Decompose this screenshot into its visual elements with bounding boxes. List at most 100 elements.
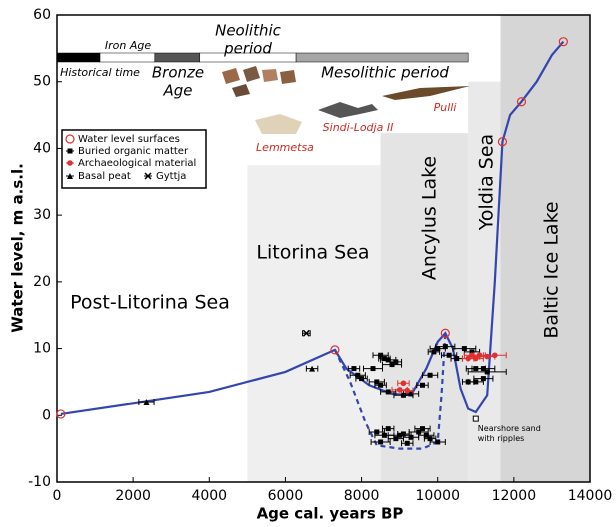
x-tick-label: 12000 (492, 488, 537, 504)
x-tick-label: 10000 (415, 488, 460, 504)
x-tick-label: 4000 (191, 488, 227, 504)
point (408, 391, 414, 397)
zone-label: Baltic Ice Lake (541, 201, 563, 338)
point (516, 97, 527, 107)
artifact-images (222, 66, 470, 134)
period-label: Mesolithic period (321, 64, 449, 82)
point (416, 429, 422, 435)
zone-label: Ancylus Lake (419, 156, 441, 280)
point (454, 356, 460, 362)
point (431, 349, 437, 355)
y-axis-title: Water level, m a.s.l. (9, 163, 27, 333)
point (484, 353, 491, 360)
period-label: Bronze (152, 64, 204, 82)
point (440, 328, 450, 338)
point (465, 379, 471, 385)
y-tick-label: 20 (33, 274, 51, 290)
period-label: Iron Age (105, 39, 151, 52)
point (469, 349, 475, 355)
y-tick-label: -10 (28, 474, 51, 490)
artifact-label: Sindi-Lodja II (323, 121, 394, 134)
zone-label: Litorina Sea (256, 242, 369, 264)
point (397, 432, 403, 438)
point (427, 372, 433, 378)
artifact-label: Pulli (434, 101, 457, 114)
timeline-segment (295, 52, 469, 63)
x-axis-title: Age cal. years BP (257, 505, 404, 523)
point (473, 379, 479, 385)
legend-marker (144, 172, 152, 180)
period-label: Age (162, 82, 192, 100)
point (404, 440, 410, 446)
x-tick-label: 0 (53, 488, 62, 504)
point (435, 346, 441, 352)
legend-box (61, 129, 207, 189)
timeline-segment (56, 52, 101, 63)
point (423, 432, 429, 438)
legend-label: Gyttja (156, 171, 186, 182)
point (408, 434, 414, 440)
period-label: period (223, 40, 272, 58)
zone-band (500, 15, 590, 482)
legend-marker (67, 160, 73, 166)
plot-frame (56, 14, 591, 483)
water-level-curve (333, 333, 447, 450)
point (480, 376, 486, 382)
period-label: Neolithic (215, 22, 282, 40)
point (381, 356, 387, 362)
zone-band (57, 415, 248, 482)
x-tick-label: 6000 (268, 488, 304, 504)
legend-label: Buried organic matter (78, 146, 189, 157)
legend-marker (65, 134, 75, 144)
point (385, 357, 391, 363)
point (404, 387, 411, 394)
point (400, 380, 407, 387)
point (374, 429, 380, 435)
point (393, 436, 399, 442)
point (427, 436, 433, 442)
y-tick-label: 30 (33, 207, 51, 223)
legend-marker (67, 148, 73, 154)
zone-label: Yoldia Sea (476, 134, 498, 231)
point (480, 366, 486, 372)
water-level-curve (60, 40, 565, 416)
point (442, 344, 448, 350)
y-tick-label: 60 (33, 7, 51, 23)
point (492, 352, 498, 359)
point (378, 439, 384, 445)
point (484, 369, 490, 375)
x-tick-label: 8000 (344, 488, 380, 504)
x-tick-label: 14000 (568, 488, 613, 504)
point (385, 389, 391, 395)
point (351, 366, 357, 372)
point (370, 366, 376, 372)
legend-label: Archaeological material (78, 158, 196, 169)
point (330, 345, 340, 355)
zone-band (247, 165, 381, 482)
point (355, 372, 361, 378)
point (558, 37, 568, 47)
y-tick-label: 50 (33, 74, 51, 90)
point (385, 426, 391, 432)
y-tick-label: 10 (33, 341, 51, 357)
point (359, 376, 365, 382)
point (400, 431, 406, 437)
annotation-text: Nearshore sand (478, 424, 541, 433)
annotation-text: with ripples (478, 434, 525, 443)
point (472, 355, 479, 362)
point (419, 426, 425, 432)
y-tick-label: 40 (33, 140, 51, 156)
point (446, 352, 452, 358)
point (469, 352, 475, 359)
point (378, 382, 384, 388)
point (143, 398, 150, 405)
point (309, 365, 316, 372)
zone-label: Post-Litorina Sea (70, 292, 230, 314)
point (393, 359, 399, 365)
point (378, 352, 384, 358)
annotation-point (472, 415, 479, 422)
point (374, 379, 380, 385)
point (389, 362, 395, 368)
